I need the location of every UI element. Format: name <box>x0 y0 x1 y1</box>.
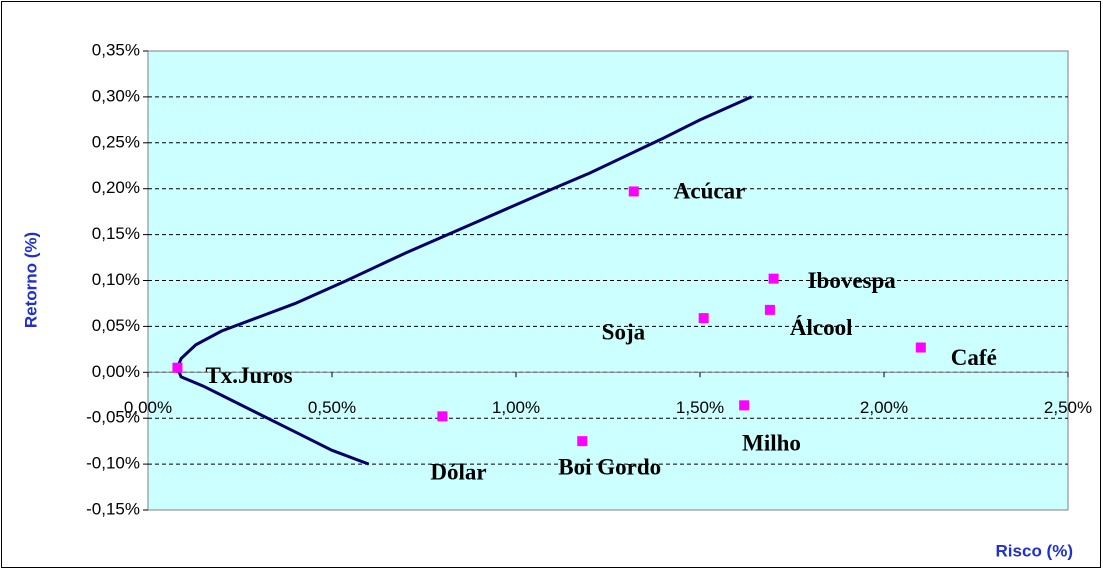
point-label: Soja <box>602 319 646 344</box>
point <box>437 411 448 422</box>
y-tick-label: -0,05% <box>86 408 140 427</box>
point <box>764 304 775 315</box>
y-tick-label: -0,15% <box>86 499 140 518</box>
point-label: Acúcar <box>674 179 746 204</box>
y-tick-label: 0,15% <box>92 224 140 243</box>
y-tick-label: -0,10% <box>86 454 140 473</box>
point <box>739 400 750 411</box>
y-tick-label: 0,25% <box>92 132 140 151</box>
y-tick-label: 0,00% <box>92 362 140 381</box>
y-tick-label: 0,10% <box>92 270 140 289</box>
point-label: Tx.Juros <box>205 363 292 388</box>
plot-area <box>147 50 1069 511</box>
point-label: Café <box>951 345 997 370</box>
frontier-line <box>175 95 753 466</box>
y-axis-title: Retorno (%) <box>21 232 40 328</box>
point <box>172 362 183 373</box>
point <box>577 436 588 447</box>
y-tick-label: 0,05% <box>92 316 140 335</box>
x-tick-label: 1,50% <box>676 398 724 417</box>
x-tick-label: 0,00% <box>124 398 172 417</box>
point-label: Dólar <box>430 460 486 485</box>
y-tick-label: 0,20% <box>92 178 140 197</box>
point-label: Álcool <box>790 315 853 340</box>
x-tick-label: 2,50% <box>1044 398 1092 417</box>
point <box>698 313 709 324</box>
point <box>915 342 926 353</box>
y-tick-label: 0,35% <box>92 40 140 59</box>
point-label: Ibovespa <box>808 268 897 293</box>
point <box>768 273 779 284</box>
point-label: Milho <box>742 431 801 456</box>
x-tick-label: 2,00% <box>860 398 908 417</box>
x-tick-label: 1,00% <box>492 398 540 417</box>
point-label: Boi Gordo <box>558 454 661 479</box>
point <box>628 186 639 197</box>
y-tick-label: 0,30% <box>92 86 140 105</box>
x-axis-title: Risco (%) <box>996 541 1073 560</box>
x-tick-label: 0,50% <box>308 398 356 417</box>
